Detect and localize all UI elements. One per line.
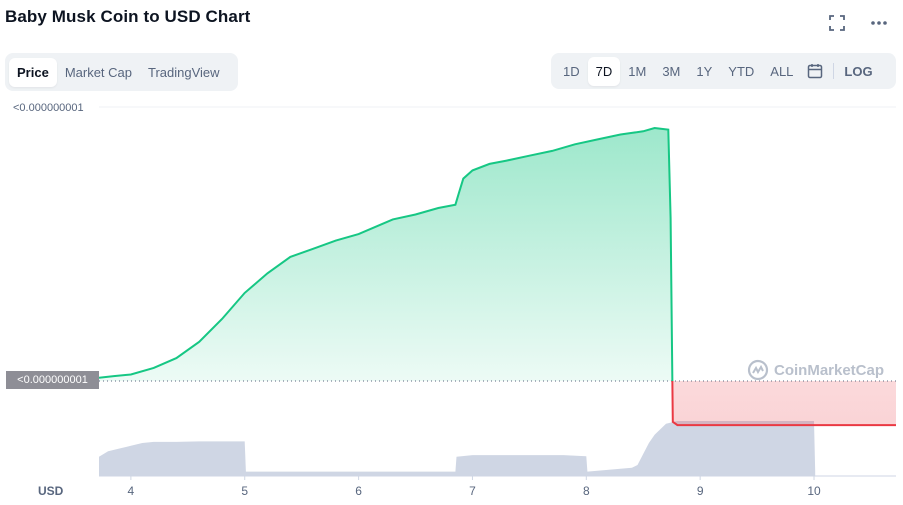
more-icon[interactable]: [869, 13, 889, 33]
tab-market-cap[interactable]: Market Cap: [64, 64, 133, 80]
volume-bars: [99, 421, 816, 476]
coinmarketcap-logo-icon: [747, 359, 769, 381]
range-all[interactable]: ALL: [770, 63, 794, 79]
range-1m[interactable]: 1M: [628, 63, 647, 79]
x-tick-label: 5: [241, 484, 249, 498]
x-tick-label: 10: [807, 484, 821, 498]
chart-title: Baby Musk Coin to USD Chart: [5, 7, 251, 26]
x-tick-label: 8: [582, 484, 590, 498]
log-scale-toggle[interactable]: LOG: [844, 63, 873, 79]
price-line-up: [99, 126, 674, 381]
watermark: CoinMarketCap: [747, 359, 884, 381]
range-ytd[interactable]: YTD: [728, 63, 755, 79]
current-price-tag: <0.000000001: [6, 371, 99, 389]
chart-type-tabs: Price Market Cap TradingView: [5, 53, 238, 91]
time-range-selector: 1D 7D 1M 3M 1Y YTD ALL LOG: [551, 53, 896, 89]
x-tick-label: 7: [469, 484, 476, 498]
tab-tradingview[interactable]: TradingView: [148, 64, 220, 80]
range-1d[interactable]: 1D: [563, 63, 580, 79]
x-tick-label: 4: [127, 484, 135, 498]
watermark-text: CoinMarketCap: [774, 361, 885, 379]
range-divider: [833, 63, 835, 79]
x-tick-label: 6: [355, 484, 362, 498]
price-area-up: [99, 128, 896, 381]
range-3m[interactable]: 3M: [662, 63, 681, 79]
x-tick-label: 9: [696, 484, 704, 498]
price-area-down: [99, 381, 896, 426]
fullscreen-icon[interactable]: [827, 13, 847, 33]
calendar-icon[interactable]: [801, 59, 829, 83]
currency-label: USD: [38, 484, 64, 498]
range-7d[interactable]: 7D: [587, 56, 621, 86]
range-1y[interactable]: 1Y: [696, 63, 713, 79]
volume-area: [99, 421, 816, 476]
y-axis-top-label: <0.000000001: [13, 102, 84, 114]
tab-price[interactable]: Price: [9, 57, 57, 87]
header-actions: [827, 13, 889, 33]
